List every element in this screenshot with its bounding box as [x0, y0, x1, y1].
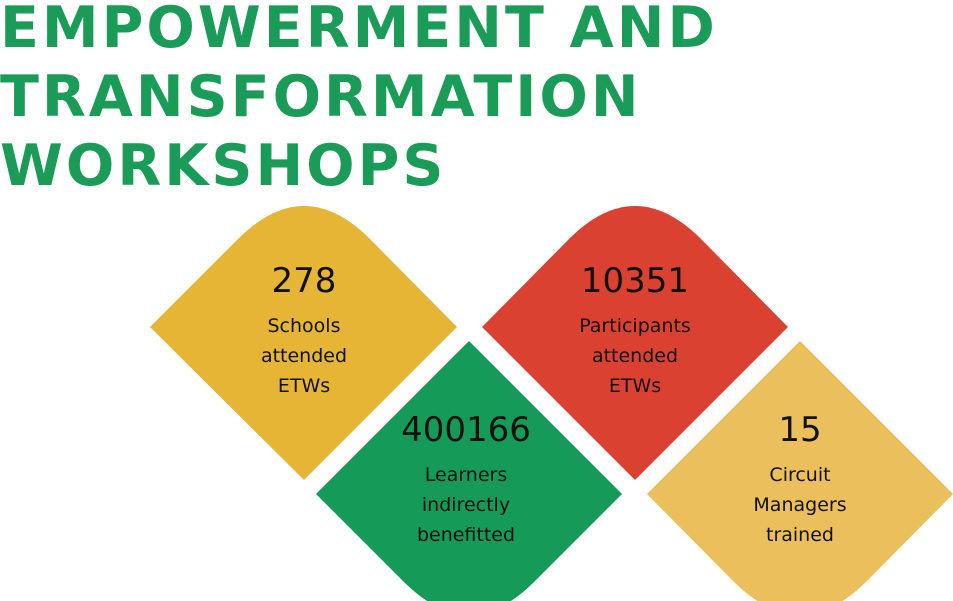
schools-card: 278 Schools attended ETWs — [194, 261, 414, 401]
managers-label-line: Circuit — [769, 464, 831, 486]
managers-label-line: trained — [766, 524, 834, 546]
participants-label: Participants attended ETWs — [525, 311, 745, 401]
managers-diamond — [647, 341, 953, 601]
participants-diamond — [482, 206, 788, 480]
learners-value: 400166 — [401, 410, 531, 450]
participants-value: 10351 — [580, 261, 690, 301]
title-line-2: TRANSFORMATION — [0, 64, 642, 130]
schools-diamond — [150, 206, 457, 480]
managers-value: 15 — [778, 410, 822, 450]
participants-card: 10351 Participants attended ETWs — [525, 261, 745, 401]
learners-card: 400166 Learners indirectly benefitted — [356, 410, 576, 550]
schools-label-line: attended — [260, 345, 348, 367]
managers-label-line: Managers — [753, 494, 847, 516]
participants-label-line: ETWs — [608, 375, 662, 397]
schools-label-line: ETWs — [277, 375, 331, 397]
learners-label-line: Learners — [424, 464, 508, 486]
participants-label-line: attended — [591, 345, 679, 367]
schools-value: 278 — [271, 261, 337, 301]
title-line-1: EMPOWERMENT AND — [0, 0, 718, 61]
learners-label: Learners indirectly benefitted — [356, 460, 576, 550]
participants-label-line: Participants — [579, 315, 691, 337]
learners-label-line: indirectly — [421, 494, 511, 516]
page-title: EMPOWERMENT AND TRANSFORMATION WORKSHOPS — [0, 0, 718, 201]
schools-label: Schools attended ETWs — [194, 311, 414, 401]
managers-card: 15 Circuit Managers trained — [690, 410, 910, 550]
learners-diamond — [316, 341, 622, 601]
schools-label-line: Schools — [267, 315, 341, 337]
managers-label: Circuit Managers trained — [690, 460, 910, 550]
learners-label-line: benefitted — [416, 524, 516, 546]
title-line-3: WORKSHOPS — [0, 133, 447, 199]
